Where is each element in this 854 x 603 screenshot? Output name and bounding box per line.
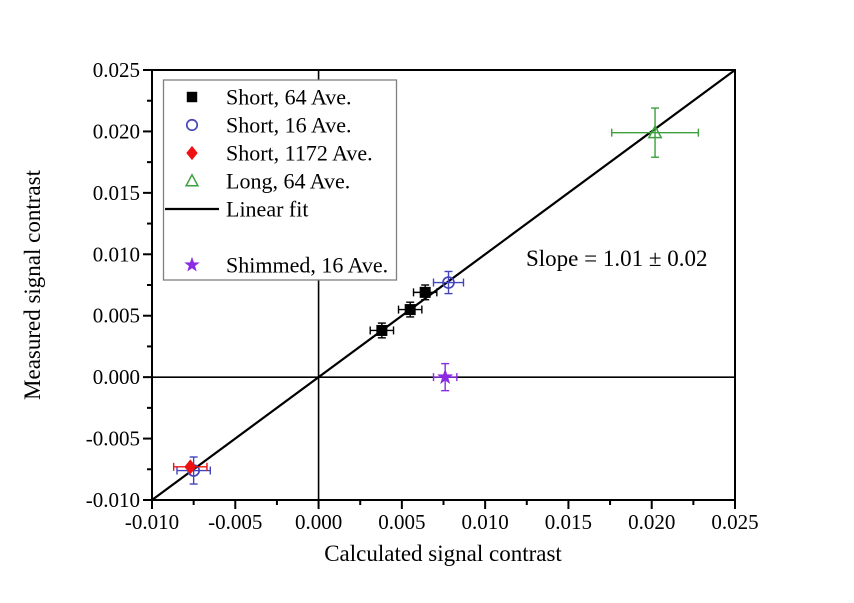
series-short-1172-ave-: [172, 459, 208, 475]
y-tick-label: 0.015: [93, 181, 140, 205]
square-marker: [186, 91, 198, 103]
y-axis-title: Measured signal contrast: [20, 169, 45, 400]
square-marker: [419, 286, 431, 298]
plot-layer: -0.010 -0.005 0.000 0.005 0.010 0.015 0.020 0.0…: [86, 58, 759, 534]
triangle-marker: [647, 124, 663, 139]
x-tick-label: 0.000: [295, 510, 342, 534]
y-tick-label: 0.000: [93, 365, 140, 389]
legend-label: Short, 16 Ave.: [226, 113, 351, 138]
legend-label: Long, 64 Ave.: [226, 169, 350, 194]
series-short-64-ave-: [369, 284, 438, 339]
diamond-marker: [184, 459, 197, 475]
legend-label: Shimmed, 16 Ave.: [226, 253, 388, 278]
series-short-16-ave-: [176, 270, 465, 485]
plot-border: [151, 69, 736, 501]
y-tick-label: 0.005: [93, 304, 140, 328]
series-shimmed-16-ave-: [432, 362, 458, 392]
square-marker: [376, 324, 388, 336]
x-tick-label: -0.005: [208, 510, 262, 534]
legend-label: Linear fit: [226, 197, 308, 222]
circle-marker: [442, 276, 455, 289]
series-long-64-ave-: [611, 107, 700, 158]
square-marker: [404, 304, 416, 316]
legend-box: [162, 79, 398, 281]
legend: Short, 64 Ave. Short, 16 Ave. Short, 1172 …: [162, 79, 398, 281]
y-tick-label: 0.020: [93, 119, 140, 143]
slope-annotation: Slope = 1.01 ± 0.02: [526, 246, 707, 271]
y-tick-label: -0.010: [86, 488, 140, 512]
star-marker: [437, 368, 454, 385]
legend-label: Short, 64 Ave.: [226, 85, 351, 110]
y-tick-label: -0.005: [86, 427, 140, 451]
x-tick-label: 0.010: [462, 510, 509, 534]
diamond-marker: [186, 145, 198, 161]
x-axis-title: Calculated signal contrast: [324, 541, 562, 566]
triangle-marker: [184, 173, 200, 187]
x-tick-label: 0.020: [628, 510, 675, 534]
circle-marker: [185, 118, 199, 132]
x-tick-label: -0.010: [125, 510, 179, 534]
y-tick-label: 0.010: [93, 242, 140, 266]
x-tick-label: 0.015: [545, 510, 592, 534]
star-marker: [184, 256, 200, 272]
x-tick-label: 0.005: [378, 510, 425, 534]
x-tick-label: 0.025: [711, 510, 758, 534]
legend-label: Short, 1172 Ave.: [226, 141, 373, 166]
y-tick-label: 0.025: [93, 58, 140, 82]
